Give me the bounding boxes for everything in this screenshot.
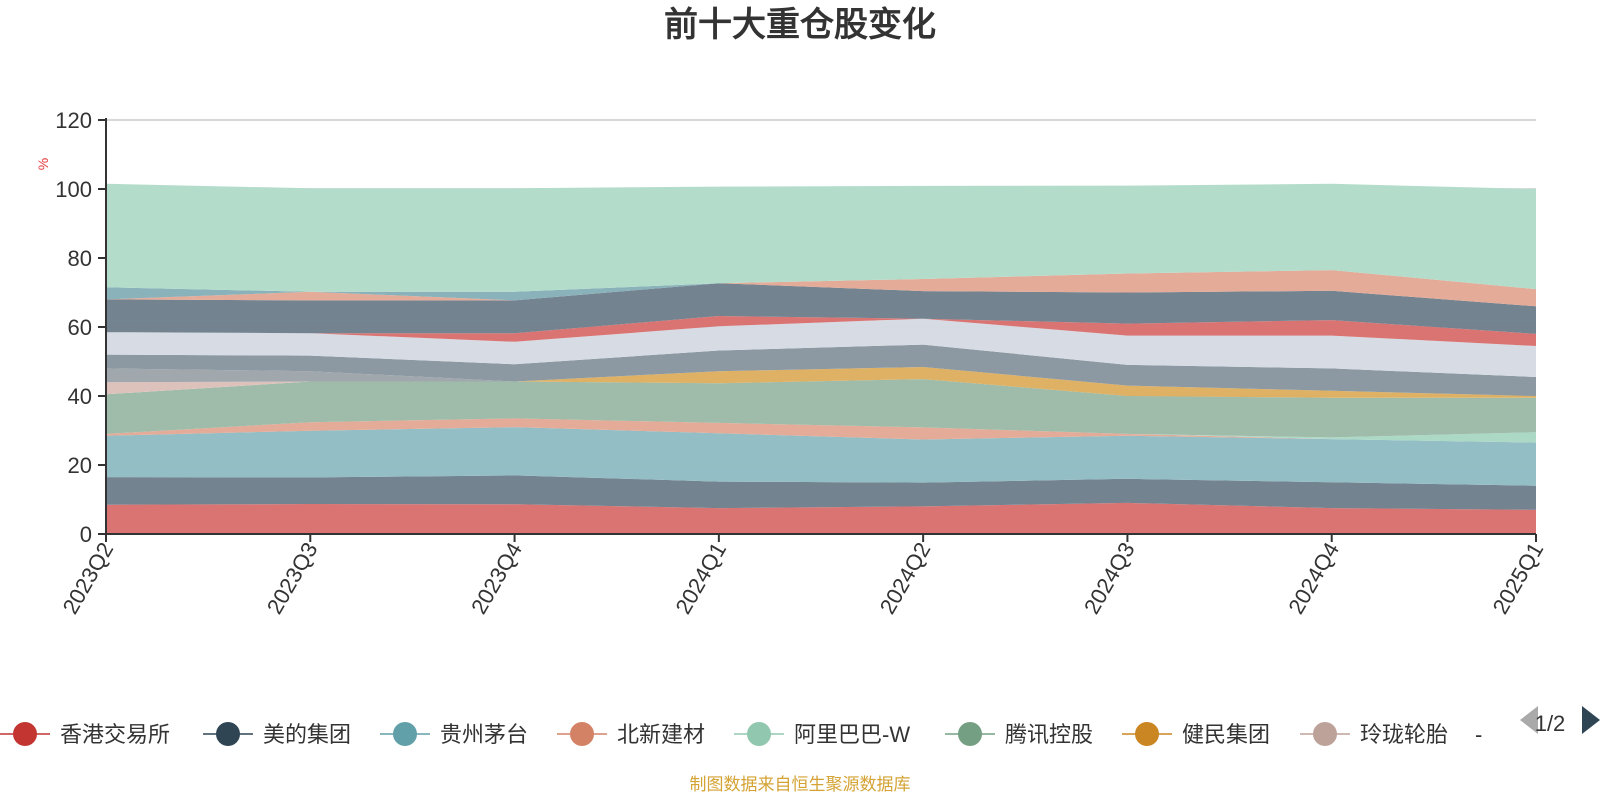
legend-item[interactable]: 腾讯控股 <box>945 722 1093 747</box>
data-source-note: 制图数据来自恒生聚源数据库 <box>690 775 911 794</box>
x-tick-label: 2024Q2 <box>875 538 936 618</box>
legend-circle-icon <box>958 722 982 746</box>
legend-next-arrow-icon[interactable] <box>1582 706 1600 734</box>
legend-page-indicator: 1/2 <box>1535 711 1566 736</box>
x-tick-label: 2023Q3 <box>262 538 323 618</box>
legend-label: - <box>1475 722 1482 747</box>
area-series-3 <box>106 418 1536 443</box>
area-series-1 <box>106 475 1536 510</box>
y-tick-label: 0 <box>80 522 92 547</box>
area-series-unlabeled-15 <box>106 183 1536 292</box>
legend-circle-icon <box>393 722 417 746</box>
area-series-6 <box>106 367 1536 398</box>
legend-item[interactable]: - <box>1475 722 1482 747</box>
legend-prev-arrow-icon[interactable] <box>1520 706 1538 734</box>
area-series-unlabeled-14 <box>106 270 1536 301</box>
area-series-unlabeled-9 <box>106 344 1536 396</box>
y-tick-label: 60 <box>68 315 92 340</box>
area-series-group <box>106 183 1536 534</box>
legend-label: 玲珑轮胎 <box>1360 722 1448 747</box>
area-series-2 <box>106 427 1536 486</box>
area-series-unlabeled-13 <box>106 270 1536 307</box>
area-series-0 <box>106 502 1536 534</box>
x-tick-label: 2023Q4 <box>466 538 527 618</box>
x-tick-label: 2024Q1 <box>670 538 731 618</box>
x-tick-label: 2024Q4 <box>1283 538 1344 618</box>
area-series-unlabeled-8 <box>106 367 1536 396</box>
y-tick-label: 80 <box>68 246 92 271</box>
legend: 香港交易所 美的集团 贵州茅台 北新建材 阿里巴巴-W 腾讯控股 健民集团 玲珑轮胎 - <box>0 722 1482 747</box>
legend-circle-icon <box>13 722 37 746</box>
legend-circle-icon <box>1135 722 1159 746</box>
legend-circle-icon <box>570 722 594 746</box>
legend-label: 贵州茅台 <box>440 722 528 747</box>
legend-item[interactable]: 阿里巴巴-W <box>734 722 910 747</box>
y-tick-label: 40 <box>68 384 92 409</box>
area-series-unlabeled-12 <box>106 283 1536 334</box>
legend-item[interactable]: 北新建材 <box>557 722 705 747</box>
area-series-5 <box>106 379 1536 438</box>
y-tick-label: 120 <box>55 108 92 133</box>
area-series-unlabeled-10 <box>106 318 1536 377</box>
legend-pager: 1/2 <box>1520 706 1600 736</box>
legend-item[interactable]: 美的集团 <box>203 722 351 747</box>
area-series-unlabeled-11 <box>106 316 1536 346</box>
y-tick-label: 20 <box>68 453 92 478</box>
x-tick-label: 2023Q2 <box>58 538 119 618</box>
legend-label: 美的集团 <box>263 722 351 747</box>
legend-circle-icon <box>216 722 240 746</box>
legend-circle-icon <box>747 722 771 746</box>
legend-label: 香港交易所 <box>60 722 170 747</box>
x-tick-label: 2024Q3 <box>1079 538 1140 618</box>
legend-circle-icon <box>1313 722 1337 746</box>
y-tick-label: 100 <box>55 177 92 202</box>
legend-label: 北新建材 <box>617 722 705 747</box>
legend-label: 阿里巴巴-W <box>794 722 910 747</box>
x-tick-label: 2025Q1 <box>1488 538 1549 618</box>
legend-item[interactable]: 健民集团 <box>1122 722 1270 747</box>
legend-label: 腾讯控股 <box>1005 722 1093 747</box>
chart-title: 前十大重仓股变化 <box>664 6 936 44</box>
legend-item[interactable]: 香港交易所 <box>0 722 170 747</box>
y-axis-unit-label: % <box>35 158 51 170</box>
legend-item[interactable]: 玲珑轮胎 <box>1300 722 1448 747</box>
legend-label: 健民集团 <box>1182 722 1270 747</box>
legend-item[interactable]: 贵州茅台 <box>380 722 528 747</box>
